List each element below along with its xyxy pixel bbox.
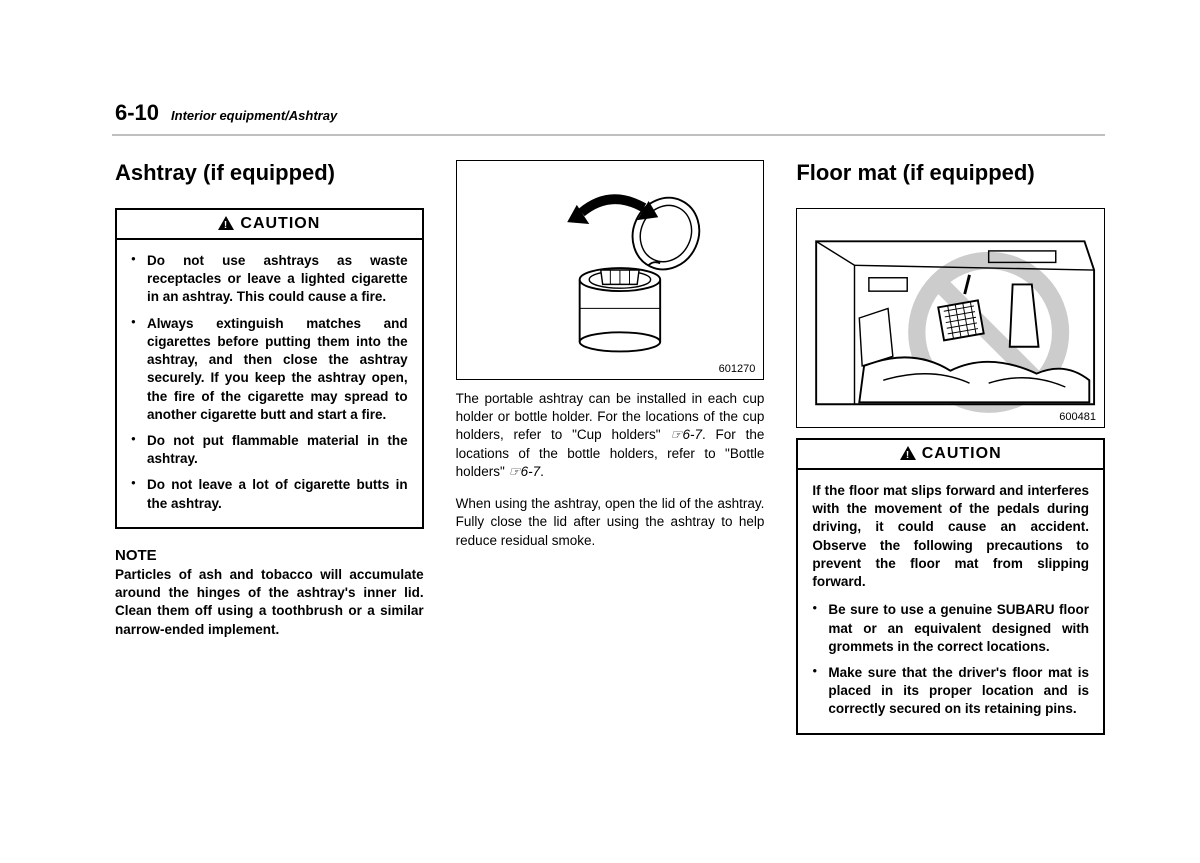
caution-box-floormat: ! CAUTION If the floor mat slips forward … <box>796 438 1105 735</box>
page-ref: ☞6-7 <box>509 464 541 479</box>
caution-body: Do not use ashtrays as waste receptacles… <box>117 240 422 527</box>
column-3: Floor mat (if equipped) <box>796 160 1105 753</box>
section-title-floormat: Floor mat (if equipped) <box>796 160 1105 186</box>
caution-item: Do not use ashtrays as waste receptacles… <box>131 252 408 307</box>
caution-label: CAUTION <box>240 215 320 232</box>
figure-number: 600481 <box>1059 411 1096 423</box>
caution-item: Make sure that the driver's floor mat is… <box>812 664 1089 719</box>
column-2: 601270 The portable ashtray can be insta… <box>456 160 765 753</box>
warning-icon: ! <box>900 446 916 460</box>
column-1: Ashtray (if equipped) ! CAUTION Do not us… <box>115 160 424 753</box>
note-title: NOTE <box>115 547 424 564</box>
caution-header: ! CAUTION <box>798 440 1103 470</box>
breadcrumb: Interior equipment/Ashtray <box>171 108 337 123</box>
caution-header: ! CAUTION <box>117 210 422 240</box>
body-paragraph: When using the ashtray, open the lid of … <box>456 495 765 550</box>
body-paragraph: The portable ashtray can be installed in… <box>456 390 765 481</box>
svg-text:!: ! <box>224 220 228 230</box>
caution-item: Always extinguish matches and cigarettes… <box>131 315 408 424</box>
caution-label: CAUTION <box>922 445 1002 462</box>
note-body: Particles of ash and tobacco will accumu… <box>115 566 424 639</box>
figure-floormat: 600481 <box>796 208 1105 428</box>
content-columns: Ashtray (if equipped) ! CAUTION Do not us… <box>115 160 1105 753</box>
ashtray-illustration <box>457 161 764 379</box>
caution-item: Do not leave a lot of cigarette butts in… <box>131 476 408 512</box>
caution-intro: If the floor mat slips forward and inter… <box>812 482 1089 591</box>
header-rule <box>112 134 1105 136</box>
page-ref: ☞6-7 <box>670 427 702 442</box>
floormat-illustration <box>797 209 1104 427</box>
warning-icon: ! <box>218 216 234 230</box>
svg-text:!: ! <box>906 450 910 460</box>
page-header: 6-10 Interior equipment/Ashtray <box>115 100 1105 126</box>
text-run: . <box>540 464 544 479</box>
section-title-ashtray: Ashtray (if equipped) <box>115 160 424 186</box>
figure-ashtray: 601270 <box>456 160 765 380</box>
caution-item: Do not put flammable material in the ash… <box>131 432 408 468</box>
page-number: 6-10 <box>115 100 159 126</box>
figure-number: 601270 <box>719 363 756 375</box>
caution-item: Be sure to use a genuine SUBARU floor ma… <box>812 601 1089 656</box>
caution-box-ashtray: ! CAUTION Do not use ashtrays as waste re… <box>115 208 424 529</box>
manual-page: 6-10 Interior equipment/Ashtray Ashtray … <box>0 0 1200 793</box>
caution-body: If the floor mat slips forward and inter… <box>798 470 1103 733</box>
